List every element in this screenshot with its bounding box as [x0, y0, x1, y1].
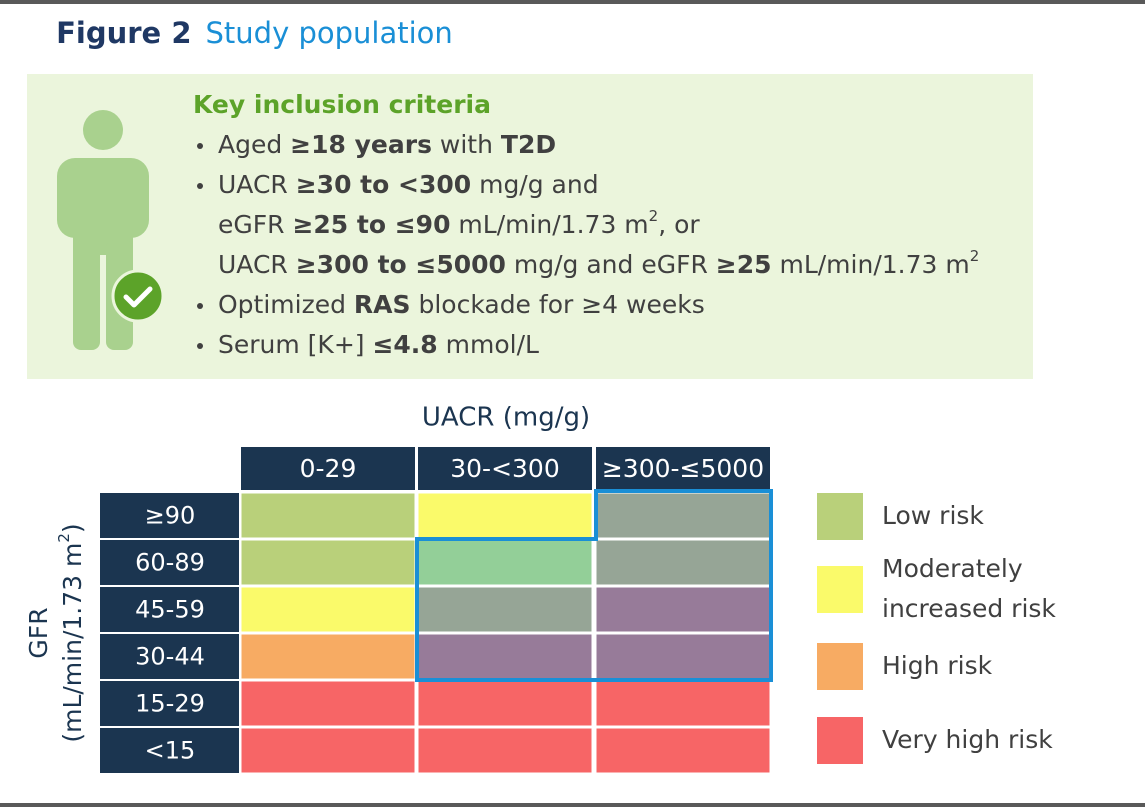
- column-header: 30-<300: [450, 454, 560, 483]
- text-segment: ≥25 to ≤90: [292, 210, 450, 239]
- risk-cell: [595, 539, 771, 586]
- column-header-cell: [241, 447, 415, 490]
- criteria-list: Aged ≥18 years with T2D UACR ≥30 to <300 …: [197, 130, 979, 359]
- text-segment: ≤4.8: [372, 330, 437, 359]
- text-segment: ≥30 to <300: [296, 170, 471, 199]
- figure-heading: Figure 2 Study population: [10, 16, 480, 50]
- row-header-cell: [100, 634, 239, 679]
- legend-swatch: [817, 493, 863, 540]
- study-outline: [415, 489, 773, 682]
- legend-label: Moderately: [882, 554, 1023, 583]
- row-header-cell: [100, 493, 239, 538]
- risk-cell: [417, 633, 593, 680]
- legend-swatch: [817, 643, 863, 690]
- figure-title: Study population: [206, 16, 453, 50]
- criteria-line: UACR ≥300 to ≤5000 mg/g and eGFR ≥25 mL/…: [218, 247, 979, 280]
- text-segment: UACR: [218, 170, 296, 199]
- column-header-cell: [596, 447, 770, 490]
- bullet: [197, 143, 203, 149]
- column-title: UACR (mg/g): [422, 403, 590, 433]
- risk-cell: [240, 727, 416, 774]
- text-segment: ≥18 years: [290, 130, 432, 159]
- text-segment: ): [58, 523, 87, 533]
- risk-cell: [240, 633, 416, 680]
- risk-cell: [595, 727, 771, 774]
- text-segment: blockade for ≥4 weeks: [411, 290, 705, 319]
- risk-cell: [417, 539, 593, 586]
- risk-cell: [417, 727, 593, 774]
- row-header-cell: [100, 587, 239, 632]
- text-segment: mg/g and: [471, 170, 598, 199]
- text-segment: , or: [658, 210, 700, 239]
- figure-label: Figure 2: [56, 16, 191, 50]
- risk-cell: [417, 492, 593, 539]
- row-header: ≥90: [145, 502, 196, 530]
- risk-cell: [595, 633, 771, 680]
- top-border: [0, 0, 1145, 4]
- text-segment: UACR: [218, 250, 296, 279]
- bullet: [197, 303, 203, 309]
- criteria-line: Aged ≥18 years with T2D: [218, 130, 556, 159]
- row-header-cell: [100, 681, 239, 726]
- text-segment: with: [432, 130, 501, 159]
- row-title: GFR: [24, 607, 53, 658]
- row-header: 45-59: [135, 596, 205, 624]
- text-segment: eGFR: [218, 210, 292, 239]
- risk-cell: [417, 586, 593, 633]
- row-header: 30-44: [135, 643, 205, 671]
- criteria-heading: Key inclusion criteria: [193, 90, 491, 119]
- check-icon: [111, 269, 165, 323]
- legend-label: increased risk: [882, 594, 1056, 623]
- legend-label: Very high risk: [882, 725, 1053, 754]
- text-segment: T2D: [501, 130, 556, 159]
- criteria-line: UACR ≥30 to <300 mg/g and: [218, 170, 599, 199]
- row-header: <15: [145, 737, 196, 765]
- bullet: [197, 183, 203, 189]
- text-segment: ≥300 to ≤5000: [296, 250, 506, 279]
- risk-cell: [595, 492, 771, 539]
- risk-cell: [595, 680, 771, 727]
- legend-label: High risk: [882, 651, 993, 680]
- legend-swatch: [817, 566, 863, 613]
- text-segment: 2: [55, 533, 73, 543]
- text-segment: Aged: [218, 130, 290, 159]
- risk-cell: [240, 680, 416, 727]
- text-segment: ≥25: [716, 250, 772, 279]
- text-segment: mL/min/1.73 m: [772, 250, 970, 279]
- criteria-line: eGFR ≥25 to ≤90 mL/min/1.73 m2, or: [218, 207, 700, 240]
- row-title: (mL/min/1.73 m2): [55, 523, 88, 742]
- text-segment: GFR: [24, 607, 53, 658]
- text-segment: (mL/min/1.73 m: [58, 543, 87, 743]
- text-segment: Serum [K+]: [218, 330, 372, 359]
- risk-cell: [240, 586, 416, 633]
- row-header: 15-29: [135, 690, 205, 718]
- row-header: 60-89: [135, 549, 205, 577]
- risk-grid: 0-29 30-<300 ≥300-≤5000 ≥90 60-89 45-59 30-44 1…: [24, 447, 771, 774]
- legend: Low risk Moderately increased risk High ris…: [817, 493, 1056, 764]
- legend-label: Low risk: [882, 501, 984, 530]
- column-header-cell: [418, 447, 592, 490]
- row-header-cell: [100, 728, 239, 773]
- risk-cell: [240, 492, 416, 539]
- text-segment: Optimized: [218, 290, 354, 319]
- text-segment: 2: [649, 207, 659, 225]
- row-header-cell: [100, 540, 239, 585]
- text-segment: RAS: [354, 290, 411, 319]
- column-header: ≥300-≤5000: [602, 454, 764, 483]
- text-segment: mmol/L: [438, 330, 539, 359]
- text-segment: mL/min/1.73 m: [450, 210, 648, 239]
- bottom-border: [0, 803, 1145, 807]
- column-header: 0-29: [300, 454, 357, 483]
- risk-cell: [417, 680, 593, 727]
- criteria-line: Serum [K+] ≤4.8 mmol/L: [218, 330, 539, 359]
- criteria-box: [27, 74, 1033, 379]
- criteria-line: Optimized RAS blockade for ≥4 weeks: [218, 290, 705, 319]
- text-segment: 2: [970, 247, 980, 265]
- text-segment: mg/g and eGFR: [506, 250, 716, 279]
- legend-swatch: [817, 717, 863, 764]
- risk-cell: [240, 539, 416, 586]
- bullet: [197, 343, 203, 349]
- risk-cell: [595, 586, 771, 633]
